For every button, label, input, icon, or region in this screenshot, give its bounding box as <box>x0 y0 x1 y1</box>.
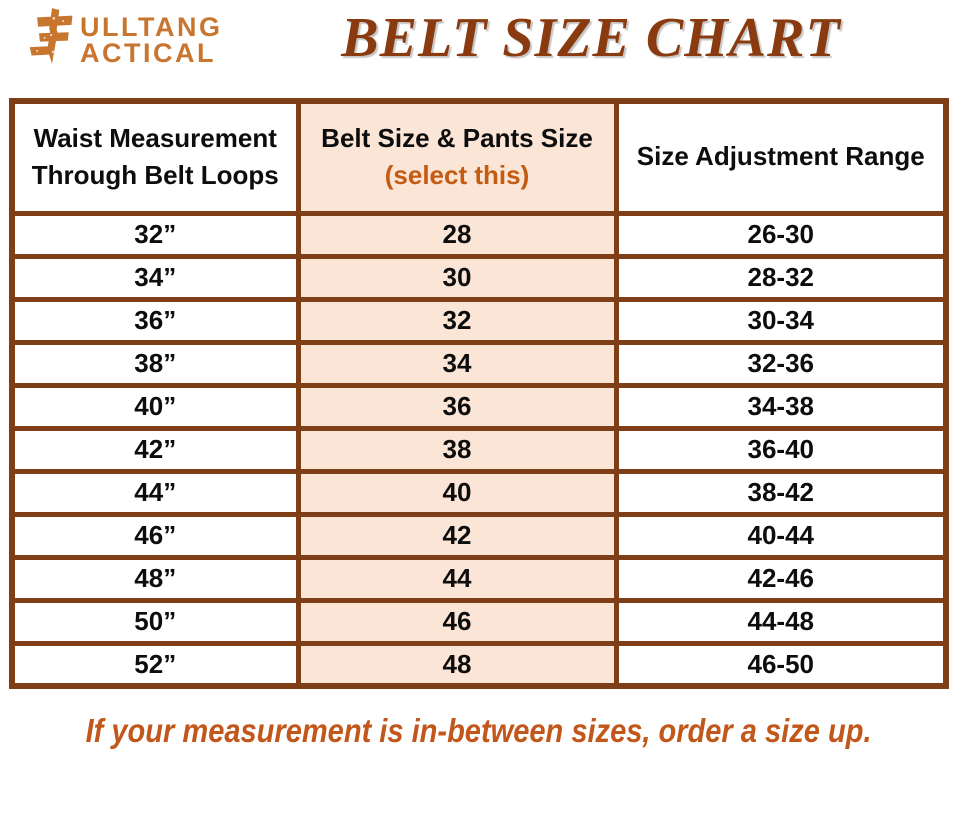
waist-cell: 40” <box>9 382 301 431</box>
waist-cell: 46” <box>9 511 301 560</box>
table-row: 50” 46 44-48 <box>9 597 949 646</box>
col-header-adjustment-range-line1: Size Adjustment Range <box>636 141 925 172</box>
range-cell: 26-30 <box>613 210 949 259</box>
page-header: ULLTANG ACTICAL BELT SIZE CHART <box>0 0 958 98</box>
table-row: 40” 36 34-38 <box>9 382 949 431</box>
table-row: 44” 40 38-42 <box>9 468 949 517</box>
belt-size-cell: 40 <box>295 468 619 517</box>
table-row: 52” 48 46-50 <box>9 640 949 689</box>
belt-size-cell: 46 <box>295 597 619 646</box>
table-row: 38” 34 32-36 <box>9 339 949 388</box>
range-cell: 44-48 <box>613 597 949 646</box>
waist-cell: 38” <box>9 339 301 388</box>
range-cell: 36-40 <box>613 425 949 474</box>
waist-cell: 48” <box>9 554 301 603</box>
belt-size-cell: 42 <box>295 511 619 560</box>
col-header-waist-line2: Through Belt Loops <box>31 160 279 191</box>
belt-size-cell: 44 <box>295 554 619 603</box>
waist-cell: 32” <box>9 210 301 259</box>
col-header-belt-size-line1: Belt Size & Pants Size <box>321 122 593 153</box>
table-row: 48” 44 42-46 <box>9 554 949 603</box>
col-header-belt-size: Belt Size & Pants Size (select this) <box>295 98 619 216</box>
table-row: 46” 42 40-44 <box>9 511 949 560</box>
page-title: BELT SIZE CHART <box>341 7 841 69</box>
range-cell: 30-34 <box>613 296 949 345</box>
table-header-row: Waist Measurement Through Belt Loops Bel… <box>9 98 949 216</box>
range-cell: 32-36 <box>613 339 949 388</box>
col-header-waist: Waist Measurement Through Belt Loops <box>9 98 301 216</box>
belt-size-cell: 34 <box>295 339 619 388</box>
table-row: 32” 28 26-30 <box>9 210 949 259</box>
waist-cell: 36” <box>9 296 301 345</box>
table-row: 36” 32 30-34 <box>9 296 949 345</box>
belt-size-cell: 30 <box>295 253 619 302</box>
waist-cell: 44” <box>9 468 301 517</box>
brand-wordmark-line2: ACTICAL <box>80 37 216 68</box>
belt-size-cell: 32 <box>295 296 619 345</box>
waist-cell: 50” <box>9 597 301 646</box>
brand-logo: ULLTANG ACTICAL <box>26 6 244 66</box>
brand-wordmark-line1: ULLTANG <box>80 12 223 42</box>
brand-wordmark: ULLTANG ACTICAL <box>80 6 222 66</box>
waist-cell: 42” <box>9 425 301 474</box>
footer-note: If your measurement is in-between sizes,… <box>0 712 958 750</box>
range-cell: 42-46 <box>613 554 949 603</box>
belt-size-cell: 48 <box>295 640 619 689</box>
belt-size-cell: 38 <box>295 425 619 474</box>
col-header-waist-line1: Waist Measurement <box>33 122 277 153</box>
range-cell: 28-32 <box>613 253 949 302</box>
range-cell: 40-44 <box>613 511 949 560</box>
range-cell: 46-50 <box>613 640 949 689</box>
belt-size-cell: 28 <box>295 210 619 259</box>
knife-monogram-icon <box>29 8 73 64</box>
belt-size-cell: 36 <box>295 382 619 431</box>
waist-cell: 52” <box>9 640 301 689</box>
range-cell: 38-42 <box>613 468 949 517</box>
col-header-adjustment-range: Size Adjustment Range <box>613 98 949 216</box>
footer-note-text: If your measurement is in-between sizes,… <box>86 712 872 749</box>
range-cell: 34-38 <box>613 382 949 431</box>
waist-cell: 34” <box>9 253 301 302</box>
belt-size-table: Waist Measurement Through Belt Loops Bel… <box>9 98 949 689</box>
table-row: 34” 30 28-32 <box>9 253 949 302</box>
table-row: 42” 38 36-40 <box>9 425 949 474</box>
col-header-select-this: (select this) <box>384 160 530 191</box>
